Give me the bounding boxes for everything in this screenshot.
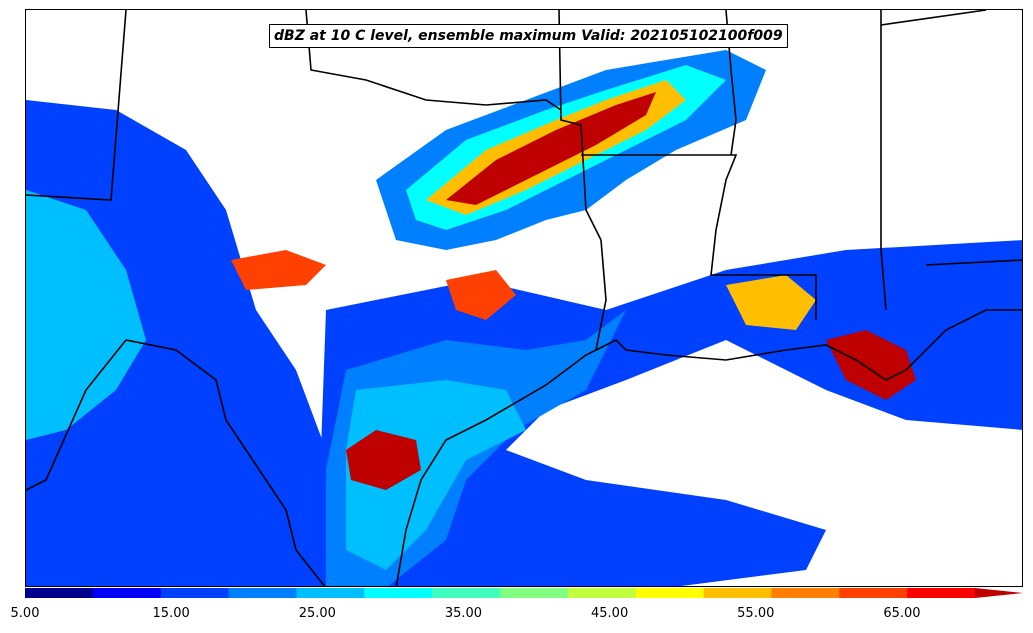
region-central-cells [446,270,516,320]
colorbar-tick-label: 35.00 [444,606,483,621]
region-east-cells [826,330,916,400]
colorbar-segment [907,588,976,598]
region-weak-coast [316,240,1022,586]
region-weak-west [26,100,326,586]
colorbar-segment [364,588,433,598]
boundary-far-east-2 [925,259,1022,266]
colorbar-segment [228,588,297,598]
colorbar-segment [432,588,501,598]
map-title: dBZ at 10 C level, ensemble maximum Vali… [269,24,788,48]
region-north-core [446,92,656,205]
region-light-west [26,190,146,440]
reflectivity-field [26,50,1022,586]
colorbar-tick-label: 45.00 [591,606,629,621]
region-light-coast [346,380,526,570]
region-south-cells [346,430,421,490]
colorbar [25,588,1023,598]
colorbar-segment [567,588,637,598]
colorbar-segment [92,588,162,598]
colorbar-tick-label: 65.00 [883,606,921,621]
reflectivity-map [26,10,1022,586]
colorbar-segment [25,588,94,598]
colorbar-segment [771,588,840,598]
colorbar-tick-label: 55.00 [737,606,775,621]
colorbar-tick-label: 5.00 [10,606,40,621]
colorbar-segment [839,588,908,598]
coastline-gulf [395,309,1022,586]
colorbar-segment [635,588,705,598]
boundary-state-east [581,154,817,320]
boundary-top-diagonal [880,10,987,26]
colorbar-segment [703,588,772,598]
region-east-strong [726,275,816,330]
boundary-river-south [125,339,326,586]
boundary-vertical-center [558,10,607,351]
boundary-far-east-1 [880,10,887,311]
map-panel: dBZ at 10 C level, ensemble maximum Vali… [25,9,1023,587]
colorbar-tick-label: 15.00 [152,606,190,621]
colorbar-segment [160,588,230,598]
colorbar-segment [500,588,569,598]
colorbar-extend-arrow [975,588,1023,598]
boundary-west [26,10,127,201]
colorbar-segment [296,588,365,598]
boundary-north-river [305,10,562,111]
colorbar-tick-label: 25.00 [298,606,336,621]
region-west-cells [231,250,326,290]
boundary-west-lower [26,339,127,491]
